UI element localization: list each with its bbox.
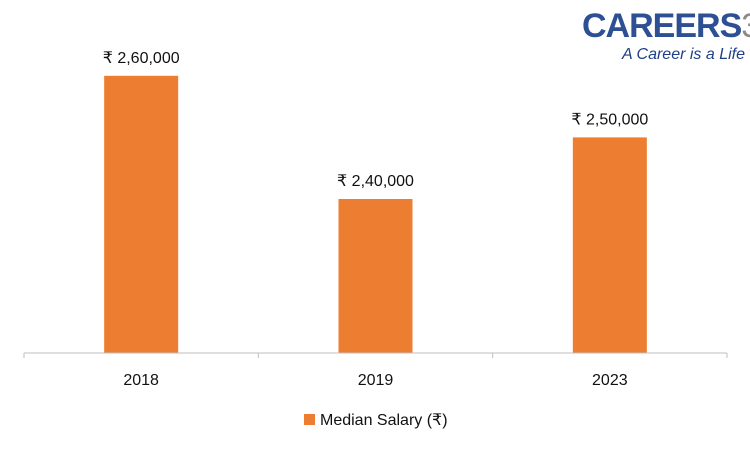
data-label-2018: ₹ 2,60,000: [103, 50, 180, 67]
logo-careers-text: CAREERS: [582, 7, 742, 45]
careers360-logo: CAREERS360 A Career is a Life: [582, 7, 750, 63]
legend-swatch-median-salary: [304, 414, 315, 425]
x-tick-label-2019: 2019: [358, 372, 394, 389]
bar-2019: [338, 199, 413, 353]
x-axis-ticks: [23, 353, 728, 358]
bar-2023: [572, 137, 647, 353]
logo-wordmark: CAREERS360: [582, 7, 750, 45]
logo-tagline: A Career is a Life: [621, 46, 745, 63]
bars-group: [104, 75, 647, 354]
legend-label-median-salary: Median Salary (₹): [320, 412, 448, 429]
plot-area: ₹ 2,60,000₹ 2,40,000₹ 2,50,000 2018 2019 2…: [23, 50, 728, 389]
x-tick-label-2018: 2018: [123, 372, 159, 389]
x-axis-tick-labels: 2018 2019 2023: [123, 372, 627, 389]
data-label-2023: ₹ 2,50,000: [571, 111, 648, 128]
data-label-2019: ₹ 2,40,000: [337, 173, 414, 190]
legend: Median Salary (₹): [304, 412, 448, 429]
data-labels-group: ₹ 2,60,000 ₹ 2,40,000 ₹ 2,50,000: [103, 50, 649, 190]
x-tick-label-2023: 2023: [592, 372, 628, 389]
logo-360-text: 360: [741, 7, 750, 45]
bar-2018: [104, 75, 179, 354]
